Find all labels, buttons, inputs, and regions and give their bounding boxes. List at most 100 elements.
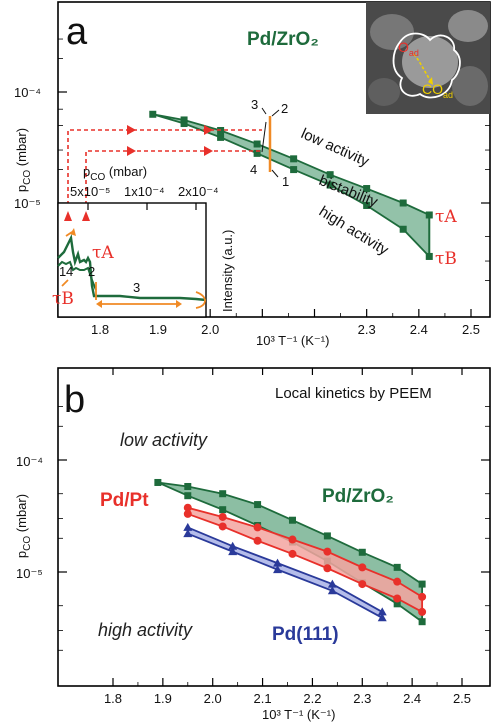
- panel-b-y-tick-1e-5: 10⁻⁵: [16, 566, 43, 581]
- panel-a-y-tick-1e-5: 10⁻⁵: [14, 196, 41, 211]
- panel-a-x-ticks: 1.9 2.0 2.3 2.4 2.5: [149, 309, 480, 337]
- panel-a-point-lower: [399, 225, 407, 233]
- series-label-pd111: Pd(111): [272, 624, 339, 645]
- o-ad-label: Oad: [398, 39, 419, 58]
- series-pd111: [183, 522, 387, 622]
- inset-trace: [57, 234, 207, 302]
- panel-a: a Pd/ZrO₂ pCO (mbar) 10⁻⁴ 10⁻⁵ 10³ T⁻¹ (…: [14, 1, 491, 348]
- series-pdzro2-point: [393, 600, 401, 608]
- panel-a-x-tick-label: 2.3: [358, 322, 376, 337]
- panel-b-x-tick-label: 2.5: [453, 691, 471, 706]
- panel-a-point-lower: [180, 120, 188, 128]
- panel-a-point-upper: [180, 116, 188, 124]
- panel-a-material-label: Pd/ZrO₂: [247, 29, 319, 50]
- tau-b-label: τB: [435, 249, 457, 269]
- projection-arrows: [127, 125, 213, 156]
- panel-b-x-tick-label: 1.9: [154, 691, 172, 706]
- panel-a-y-axis-label: pCO (mbar): [14, 128, 33, 192]
- inset-point-3: 3: [133, 280, 140, 295]
- series-pdzro2-point: [288, 516, 296, 524]
- panel-a-x-tick-label: 2.5: [462, 322, 480, 337]
- series-pd111-point: [183, 529, 193, 538]
- series-pd111-point: [377, 613, 387, 622]
- series-pdpt-point: [323, 547, 332, 556]
- series-pdzro2-point: [254, 501, 262, 509]
- point-label-4: 4: [250, 162, 257, 177]
- panel-b-x-tick-label: 2.2: [303, 691, 321, 706]
- series-pdzro2-point: [393, 563, 401, 571]
- panel-a-point-upper: [363, 185, 371, 193]
- series-pdzro2-point: [323, 532, 331, 540]
- panel-b-x-tick-label: 2.4: [403, 691, 421, 706]
- panel-a-y-tick-1e-4: 10⁻⁴: [14, 85, 41, 100]
- series-label-pdpt: Pd/Pt: [100, 490, 149, 511]
- series-pd111-point: [377, 607, 387, 616]
- series-pd111-point: [273, 558, 283, 567]
- inset-orange-arrows: [61, 231, 206, 309]
- panel-b-y-ticks: [58, 406, 490, 651]
- point-label-3: 3: [251, 97, 258, 112]
- panel-a-label: a: [66, 11, 88, 53]
- inset-y-axis-label: Intensity (a.u.): [220, 230, 235, 312]
- panel-a-point-lower: [290, 166, 298, 174]
- panel-a-x-tick-label: 1.9: [149, 322, 167, 337]
- inset-point-4: 4: [66, 264, 73, 279]
- panel-b: b Local kinetics by PEEM pCO (mbar) 10⁻⁴…: [14, 367, 491, 722]
- panel-b-x-tick-label: 1.8: [104, 691, 122, 706]
- series-pdpt-point: [253, 536, 262, 545]
- panel-a-point-lower: [217, 133, 225, 141]
- inset-tau-b: τB: [52, 289, 74, 309]
- series-pdpt-point: [418, 607, 427, 616]
- inset-x-tick-5e-5: 5x10⁻⁵: [70, 184, 110, 199]
- series-pdzro2-point: [184, 492, 192, 500]
- panel-a-point-upper: [149, 110, 157, 118]
- series-pdzro2-point: [358, 548, 366, 556]
- inset-spectrum: pCO (mbar) 5x10⁻⁵ 1x10⁻⁴ 2x10⁻⁴ Intensit…: [52, 164, 235, 337]
- series-pd111-point: [228, 547, 238, 556]
- svg-text:pCO (mbar): pCO (mbar): [14, 494, 33, 558]
- label-low-activity-b: low activity: [120, 430, 208, 450]
- projection-lines: [67, 129, 262, 205]
- series-pd111-point: [327, 586, 337, 595]
- series-pdpt-point: [358, 563, 367, 572]
- inset-marker-right: [82, 211, 90, 221]
- series-pdpt-point: [183, 503, 192, 512]
- series-pdzro2-point: [219, 490, 227, 498]
- series-pdpt-point: [218, 512, 227, 521]
- inset-x-axis-label: pCO (mbar): [83, 164, 147, 183]
- series-pdpt-point: [218, 522, 227, 531]
- inset-x-tick-1.8: 1.8: [91, 322, 109, 337]
- panel-b-x-ticks: 1.8 1.9 2.0 2.1 2.2 2.3 2.4 2.5: [104, 368, 471, 706]
- point-label-1: 1: [282, 174, 289, 189]
- inset-x-tick-1e-4: 1x10⁻⁴: [124, 184, 165, 199]
- inset-tau-a: τA: [92, 243, 114, 263]
- series-pd111-point: [273, 565, 283, 574]
- series-pd111-point: [228, 541, 238, 550]
- panel-a-point-upper: [253, 140, 261, 148]
- series-pdzro2-point: [418, 580, 426, 588]
- series-pdpt-point: [323, 564, 332, 573]
- series-pdpt-point: [183, 509, 192, 518]
- panel-b-frame: [57, 367, 491, 687]
- series-pdpt: [183, 503, 427, 616]
- series-pdpt-point: [393, 577, 402, 586]
- panel-a-frame: [57, 1, 491, 318]
- panel-a-point-upper: [290, 155, 298, 163]
- series-pdpt-point: [288, 549, 297, 558]
- series-pd111-point: [327, 579, 337, 588]
- series-pdzro2-point: [154, 478, 162, 486]
- series-pdpt-point: [418, 592, 427, 601]
- series-label-pdzro2: Pd/ZrO₂: [322, 486, 394, 507]
- panel-b-y-tick-1e-4: 10⁻⁴: [16, 454, 43, 469]
- inset-point-1: 1: [59, 264, 66, 279]
- series-pdpt-point: [288, 535, 297, 544]
- series-pdpt-point: [253, 523, 262, 532]
- series-pdpt-point: [358, 580, 367, 589]
- series-pdzro2-point: [219, 506, 227, 514]
- panel-a-point-lower: [326, 181, 334, 189]
- panel-b-x-tick-label: 2.0: [204, 691, 222, 706]
- label-high-activity-b: high activity: [98, 620, 193, 640]
- series-pdpt-point: [393, 594, 402, 603]
- series-pdzro2-point: [184, 482, 192, 490]
